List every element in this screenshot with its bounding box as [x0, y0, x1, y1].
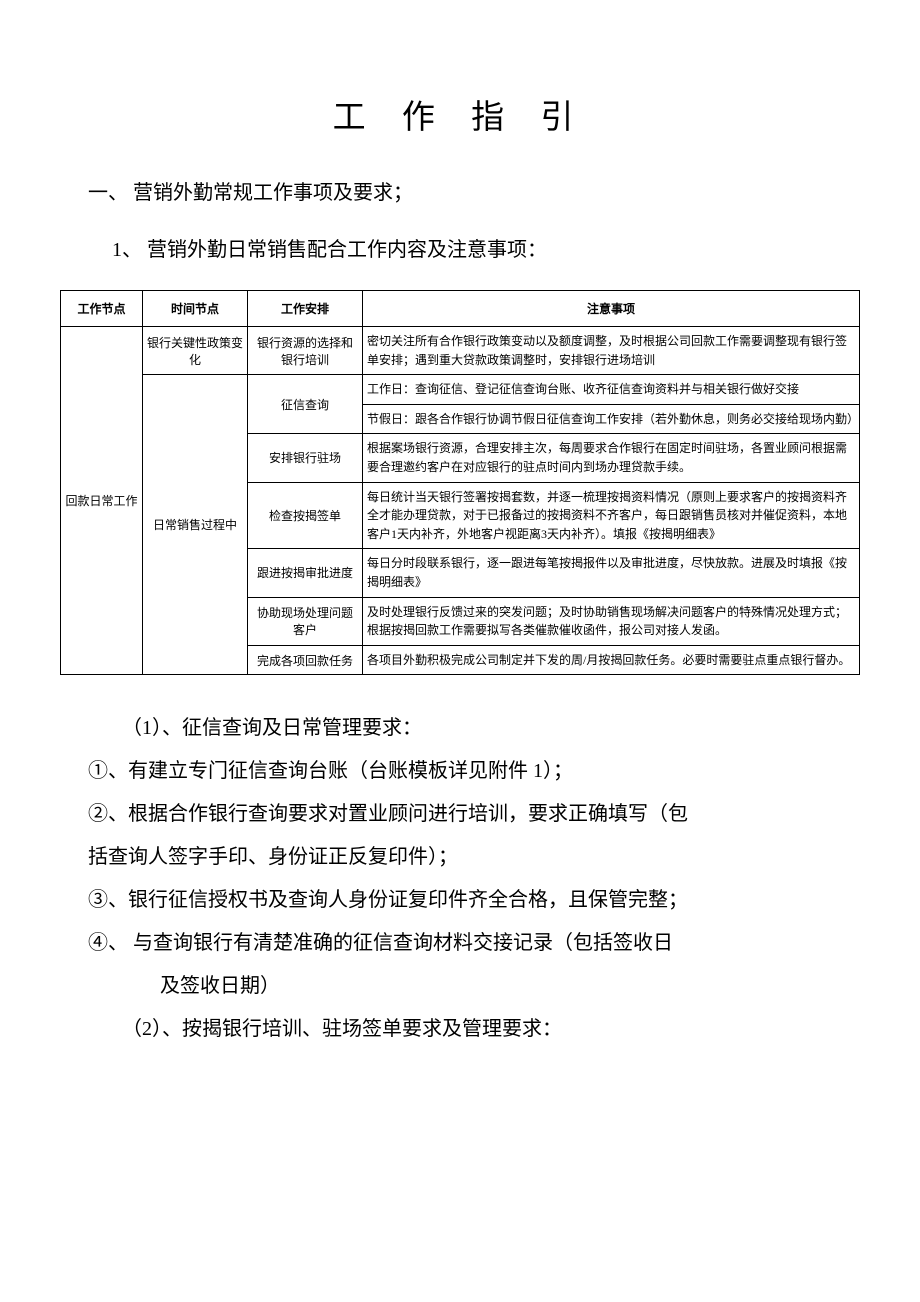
cell-notes-2b: 节假日：跟各合作银行协调节假日征信查询工作安排（若外勤休息，则务必交接给现场内勤… [363, 404, 860, 434]
section-heading-1: 一、 营销外勤常规工作事项及要求； [60, 176, 860, 205]
body-p4: ③、银行征信授权书及查询人身份证复印件齐全合格，且保管完整； [60, 879, 860, 922]
cell-notes-5: 每日分时段联系银行，逐一跟进每笔按揭报件以及审批进度，尽快放款。进展及时填报《按… [363, 549, 860, 597]
cell-arrange-2: 征信查询 [248, 375, 363, 434]
subsection-heading-1-1: 1、 营销外勤日常销售配合工作内容及注意事项： [60, 233, 860, 262]
cell-arrange-1: 银行资源的选择和银行培训 [248, 327, 363, 375]
cell-notes-6: 及时处理银行反馈过来的突发问题；及时协助销售现场解决问题客户的特殊情况处理方式；… [363, 597, 860, 645]
cell-work-node: 回款日常工作 [61, 327, 143, 675]
work-guidance-table: 工作节点 时间节点 工作安排 注意事项 回款日常工作 银行关键性政策变化 银行资… [60, 290, 860, 675]
header-notes: 注意事项 [363, 291, 860, 327]
body-p5b: 及签收日期） [60, 965, 860, 1008]
cell-arrange-5: 跟进按揭审批进度 [248, 549, 363, 597]
cell-time-node-2: 日常销售过程中 [143, 375, 248, 675]
header-work-arrange: 工作安排 [248, 291, 363, 327]
header-time-node: 时间节点 [143, 291, 248, 327]
cell-notes-1: 密切关注所有合作银行政策变动以及额度调整，及时根据公司回款工作需要调整现有银行签… [363, 327, 860, 375]
body-p2: ①、有建立专门征信查询台账（台账模板详见附件 1）； [60, 750, 860, 793]
header-work-node: 工作节点 [61, 291, 143, 327]
cell-time-node-1: 银行关键性政策变化 [143, 327, 248, 375]
cell-notes-2a: 工作日：查询征信、登记征信查询台账、收齐征信查询资料并与相关银行做好交接 [363, 375, 860, 405]
body-p5a: ④、 与查询银行有清楚准确的征信查询材料交接记录（包括签收日 [60, 922, 860, 965]
body-p3b: 括查询人签字手印、身份证正反复印件）； [60, 836, 860, 879]
table-row: 日常销售过程中 征信查询 工作日：查询征信、登记征信查询台账、收齐征信查询资料并… [61, 375, 860, 405]
table-header-row: 工作节点 时间节点 工作安排 注意事项 [61, 291, 860, 327]
table-row: 回款日常工作 银行关键性政策变化 银行资源的选择和银行培训 密切关注所有合作银行… [61, 327, 860, 375]
body-p1: （1）、征信查询及日常管理要求： [60, 707, 860, 750]
cell-arrange-6: 协助现场处理问题客户 [248, 597, 363, 645]
cell-arrange-3: 安排银行驻场 [248, 434, 363, 482]
cell-arrange-4: 检查按揭签单 [248, 482, 363, 549]
cell-arrange-7: 完成各项回款任务 [248, 645, 363, 675]
page-title: 工 作 指 引 [60, 90, 860, 138]
body-p3a: ②、根据合作银行查询要求对置业顾问进行培训，要求正确填写（包 [60, 793, 860, 836]
cell-notes-3: 根据案场银行资源，合理安排主次，每周要求合作银行在固定时间驻场，各置业顾问根据需… [363, 434, 860, 482]
cell-notes-4: 每日统计当天银行签署按揭套数，并逐一梳理按揭资料情况（原则上要求客户的按揭资料齐… [363, 482, 860, 549]
body-p6: （2）、按揭银行培训、驻场签单要求及管理要求： [60, 1008, 860, 1051]
cell-notes-7: 各项目外勤积极完成公司制定并下发的周/月按揭回款任务。必要时需要驻点重点银行督办… [363, 645, 860, 675]
